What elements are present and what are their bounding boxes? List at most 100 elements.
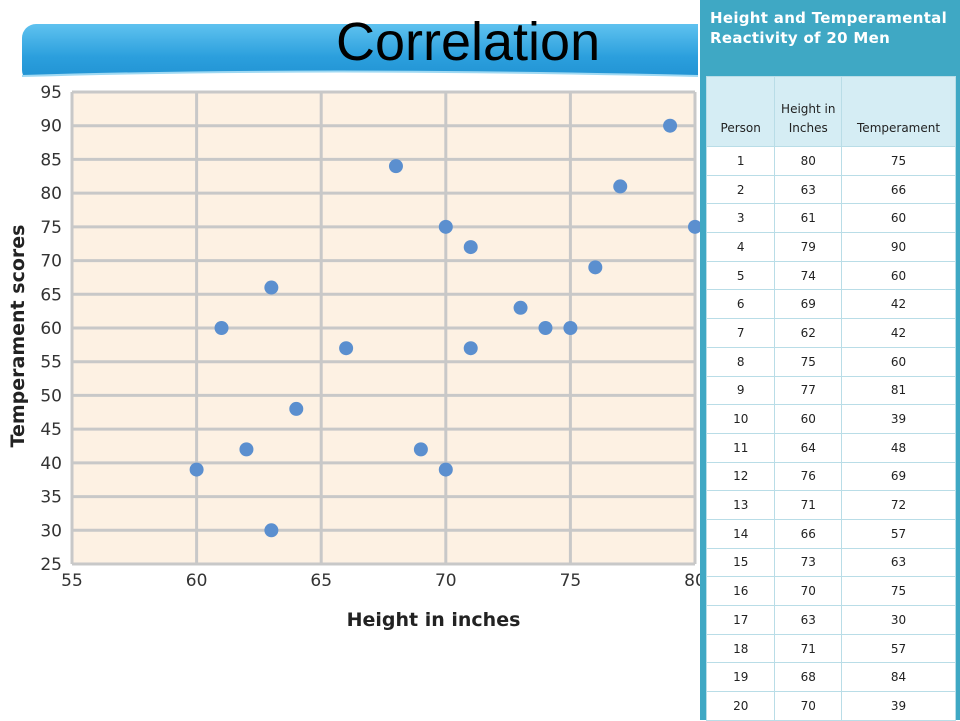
y-tick-label: 30 <box>40 521 62 541</box>
data-point <box>264 523 279 538</box>
data-point <box>463 341 478 356</box>
cell-height: 61 <box>774 203 843 234</box>
table-row: 18 71 57 <box>705 633 956 664</box>
data-point <box>264 280 279 295</box>
cell-temperament: 66 <box>841 174 956 205</box>
y-tick-label: 80 <box>40 184 62 204</box>
data-point <box>214 321 229 335</box>
cell-person: 4 <box>705 232 776 262</box>
column-header-temperament: Temperament <box>841 76 956 147</box>
x-tick-label: 75 <box>560 571 582 591</box>
cell-person: 18 <box>705 633 776 664</box>
x-axis-ticks: 55 60 65 70 75 80 <box>61 571 700 591</box>
cell-height: 60 <box>774 404 843 434</box>
cell-person: 6 <box>705 289 776 320</box>
slide-title: Correlation <box>336 12 601 72</box>
cell-person: 20 <box>705 691 776 721</box>
table-title: Height and Temperamental Reactivity of 2… <box>710 9 948 47</box>
cell-person: 15 <box>705 547 776 578</box>
y-axis-label: Temperament scores <box>7 225 29 448</box>
cell-person: 14 <box>705 518 776 549</box>
y-tick-label: 35 <box>40 488 62 508</box>
cell-height: 71 <box>774 490 843 520</box>
data-point <box>339 341 354 356</box>
table-row: 5 74 60 <box>705 260 956 291</box>
cell-temperament: 42 <box>841 289 956 320</box>
data-points <box>189 118 700 538</box>
cell-temperament: 72 <box>841 490 956 520</box>
table-row: 10 60 39 <box>705 404 956 434</box>
data-point <box>189 462 204 477</box>
cell-temperament: 39 <box>841 404 956 434</box>
cell-height: 80 <box>774 146 843 176</box>
data-point <box>538 321 553 335</box>
y-tick-label: 85 <box>40 150 62 170</box>
cell-person: 16 <box>705 576 776 606</box>
cell-temperament: 42 <box>841 318 956 348</box>
cell-temperament: 90 <box>841 232 956 262</box>
table-row: 17 63 30 <box>705 605 956 635</box>
cell-person: 7 <box>705 318 776 348</box>
table-row: 15 73 63 <box>705 547 956 578</box>
table-row: 9 77 81 <box>705 375 956 406</box>
y-tick-label: 65 <box>40 285 62 305</box>
column-header-person: Person <box>705 76 776 147</box>
cell-height: 70 <box>774 576 843 606</box>
cell-height: 69 <box>774 289 843 320</box>
data-table: Person Height in Inches Temperament 1 80 7… <box>705 76 956 721</box>
cell-height: 71 <box>774 633 843 664</box>
data-point <box>513 300 528 315</box>
y-tick-label: 90 <box>40 117 62 137</box>
table-row: 20 70 39 <box>705 691 956 721</box>
cell-person: 9 <box>705 375 776 406</box>
x-tick-label: 70 <box>435 571 457 591</box>
cell-temperament: 84 <box>841 662 956 693</box>
data-point <box>663 118 678 133</box>
data-point <box>563 321 578 335</box>
cell-person: 10 <box>705 404 776 434</box>
data-point <box>289 401 304 416</box>
table-row: 11 64 48 <box>705 432 956 463</box>
y-tick-label: 40 <box>40 454 62 474</box>
table-row: 1 80 75 <box>705 146 956 176</box>
data-point <box>438 462 453 477</box>
cell-temperament: 75 <box>841 146 956 176</box>
table-row: 19 68 84 <box>705 662 956 693</box>
y-tick-label: 25 <box>40 555 62 575</box>
y-tick-label: 50 <box>40 386 62 406</box>
data-point <box>588 260 603 275</box>
cell-person: 8 <box>705 346 776 377</box>
y-tick-label: 60 <box>40 319 62 339</box>
data-point <box>413 442 428 457</box>
y-tick-label: 55 <box>40 353 62 373</box>
cell-temperament: 48 <box>841 432 956 463</box>
cell-height: 76 <box>774 461 843 492</box>
table-row: 4 79 90 <box>705 232 956 262</box>
x-tick-label: 65 <box>310 571 332 591</box>
cell-temperament: 57 <box>841 633 956 664</box>
x-tick-label: 60 <box>186 571 208 591</box>
table-row: 16 70 75 <box>705 576 956 606</box>
data-point <box>613 179 628 194</box>
x-tick-label: 80 <box>684 571 700 591</box>
column-header-height: Height in Inches <box>774 76 843 147</box>
data-point <box>438 219 453 234</box>
table-header-row: Person Height in Inches Temperament <box>705 76 956 147</box>
table-row: 6 69 42 <box>705 289 956 320</box>
cell-person: 17 <box>705 605 776 635</box>
cell-temperament: 81 <box>841 375 956 406</box>
cell-person: 3 <box>705 203 776 234</box>
cell-temperament: 39 <box>841 691 956 721</box>
x-tick-label: 55 <box>61 571 83 591</box>
cell-height: 66 <box>774 518 843 549</box>
cell-height: 64 <box>774 432 843 463</box>
scatter-chart: 55 60 65 70 75 80 25 30 35 40 45 50 55 60 65 70 75 80 85 9… <box>7 84 700 631</box>
table-row: 2 63 66 <box>705 174 956 205</box>
cell-height: 77 <box>774 375 843 406</box>
grid-lines <box>70 90 697 566</box>
cell-temperament: 60 <box>841 346 956 377</box>
data-point <box>239 442 254 457</box>
cell-person: 19 <box>705 662 776 693</box>
cell-height: 73 <box>774 547 843 578</box>
cell-temperament: 75 <box>841 576 956 606</box>
